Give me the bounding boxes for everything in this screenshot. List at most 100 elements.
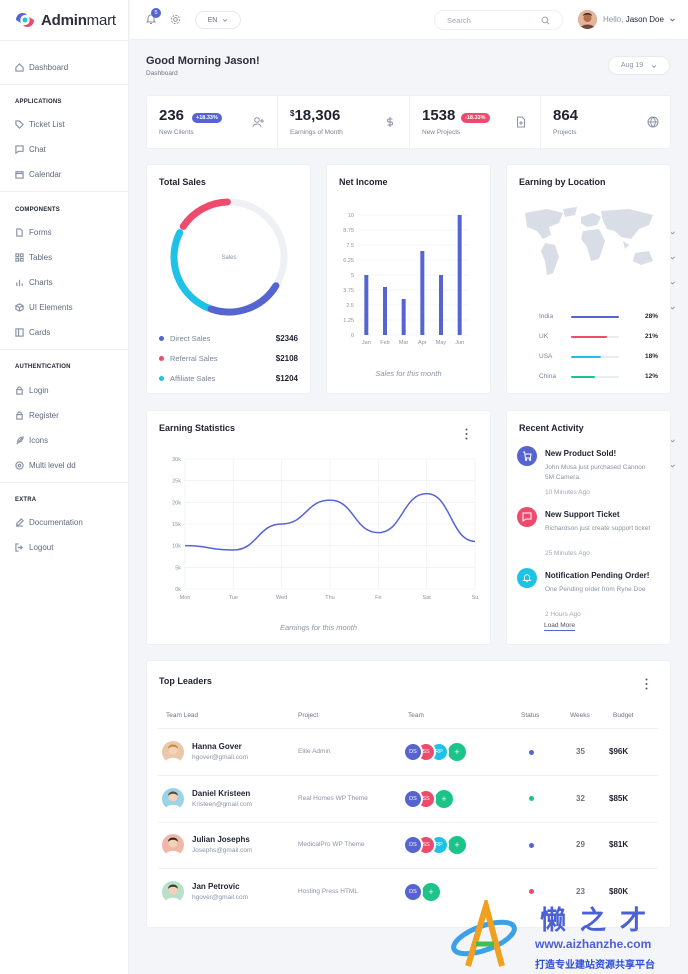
search-input[interactable]: Search — [434, 10, 563, 30]
sidebar-item-ticket-list[interactable]: Ticket List — [15, 116, 676, 132]
legend-dot — [159, 335, 164, 341]
progress-track — [571, 376, 619, 378]
column-header: Team Lead — [166, 712, 199, 719]
lock-icon — [16, 385, 23, 395]
chart-caption: Sales for this month — [375, 369, 442, 378]
status-dot — [529, 889, 534, 894]
add-member-button[interactable]: + — [446, 834, 468, 856]
sidebar-item-login[interactable]: Login — [15, 382, 676, 398]
lead-name[interactable]: Jan Petrovic — [192, 881, 240, 891]
lead-name[interactable]: Hanna Gover — [192, 742, 242, 751]
grid-icon — [15, 252, 24, 262]
lead-name[interactable]: Julian Josephs — [192, 835, 250, 844]
calendar-icon — [15, 170, 24, 179]
lead-name[interactable]: Daniel Kristeen — [192, 788, 251, 798]
sidebar-divider — [0, 40, 129, 41]
y-tick-label: 0k — [175, 587, 181, 593]
watermark-url: www.aizhanzhe.com — [535, 937, 652, 951]
lock-icon — [16, 410, 23, 420]
progress-track — [571, 316, 619, 318]
home-icon — [15, 62, 24, 72]
budget-value: $85K — [609, 793, 629, 803]
card-title: Recent Activity — [519, 423, 584, 433]
sidebar-item-forms[interactable]: Forms — [15, 224, 676, 240]
card-title: Top Leaders — [159, 676, 212, 686]
file-icon — [16, 227, 23, 237]
donut-center-label: Sales — [221, 255, 236, 261]
logo[interactable]: Adminmart — [14, 9, 116, 31]
bar-may — [439, 275, 443, 335]
section-heading-authentication: AUTHENTICATION — [15, 364, 71, 370]
activity-icon-badge — [517, 507, 537, 527]
add-member-button[interactable]: + — [420, 880, 442, 903]
net-income-bar-chart: 0 1.25 2.5 3.75 5 6.25 7.5 8.75 10 Jan Feb Mar Apr Ma… — [343, 213, 469, 346]
dollar-icon — [387, 117, 393, 127]
sidebar-item-register[interactable]: Register — [15, 407, 676, 423]
team-member-avatar[interactable]: DS — [403, 788, 423, 809]
lead-email: Josephs@gmail.com — [192, 847, 253, 854]
load-more-link[interactable]: Load More — [544, 622, 576, 631]
team-member-avatar[interactable]: DS — [403, 742, 423, 762]
sidebar-item-charts[interactable]: Charts — [15, 274, 676, 290]
sidebar-item-ui-elements[interactable]: UI Elements — [15, 299, 676, 315]
add-member-button[interactable]: + — [433, 787, 455, 810]
sidebar-item-dashboard[interactable]: Dashboard — [15, 59, 676, 75]
bar-chart-icon — [16, 279, 23, 286]
avatar-image — [162, 741, 184, 763]
x-tick-label: Jan — [362, 340, 371, 346]
sidebar-item-cards[interactable]: Cards — [15, 324, 676, 340]
page-title: Good Morning Jason! — [146, 55, 260, 67]
card-title: Earning by Location — [519, 177, 606, 187]
chevron-down-icon[interactable] — [669, 16, 676, 23]
table-divider — [158, 728, 658, 729]
y-tick-label: 15k — [172, 522, 181, 528]
avatar-image — [578, 10, 597, 29]
sidebar-item-multi-level[interactable]: Multi level dd — [15, 457, 676, 473]
add-member-button[interactable]: + — [446, 741, 468, 763]
y-tick-label: 20k — [172, 500, 181, 506]
legend-dot — [159, 355, 164, 361]
notification-badge: 5 — [151, 8, 161, 18]
project-name: Real Homes WP Theme — [298, 794, 368, 802]
search-icon[interactable] — [541, 15, 550, 25]
message-icon — [522, 512, 532, 522]
more-vertical-icon[interactable] — [465, 428, 468, 440]
team-member-avatar[interactable]: DS — [403, 881, 423, 902]
sidebar-item-icons[interactable]: Icons — [15, 432, 676, 448]
user-greeting[interactable]: Hello, Jason Doe — [603, 15, 664, 24]
sidebar-item-logout[interactable]: Logout — [15, 539, 676, 555]
card-title: Earning Statistics — [159, 423, 236, 433]
section-heading-components: COMPONENTS — [15, 207, 61, 213]
globe-icon — [647, 116, 659, 128]
bar-jan — [364, 275, 369, 335]
sidebar-item-chat[interactable]: Chat — [15, 141, 676, 157]
breadcrumb[interactable]: Dashboard — [146, 70, 178, 77]
logout-icon — [15, 542, 24, 552]
chevron-down-icon — [670, 305, 675, 310]
x-tick-label: Fri — [375, 595, 381, 601]
x-tick-label: Su — [472, 595, 479, 601]
stat-badge: -18.33% — [461, 113, 490, 123]
sidebar-item-documentation[interactable]: Documentation — [15, 514, 676, 530]
gear-icon[interactable] — [170, 14, 181, 25]
donut-segment-direct-sales — [207, 282, 280, 316]
chevron-down-icon — [223, 19, 228, 22]
sidebar-item-calendar[interactable]: Calendar — [15, 166, 676, 182]
language-select[interactable]: EN — [195, 11, 241, 29]
earnings-line-chart: 0k 5k 10k 15k 20k 25k 30k Mon Tue Wed Thu Fri Sat Su — [172, 457, 479, 601]
team-member-avatar[interactable]: DS — [403, 835, 423, 855]
budget-value: $81K — [609, 840, 629, 849]
search-placeholder: Search — [447, 15, 471, 25]
user-avatar[interactable] — [578, 10, 597, 29]
progress-fill — [571, 336, 607, 338]
project-name: Hosting Press HTML — [298, 887, 358, 895]
avatar — [162, 741, 184, 763]
sidebar-divider — [0, 349, 129, 350]
earnings-line-series — [184, 492, 476, 551]
card-title: Net Income — [339, 177, 388, 187]
more-vertical-icon[interactable] — [645, 678, 648, 690]
donut-segment-affiliate-sales — [170, 229, 213, 312]
sidebar-item-tables[interactable]: Tables — [15, 249, 676, 265]
y-tick-label: 3.75 — [343, 288, 354, 294]
date-filter-button[interactable]: Aug 19 — [608, 56, 670, 75]
